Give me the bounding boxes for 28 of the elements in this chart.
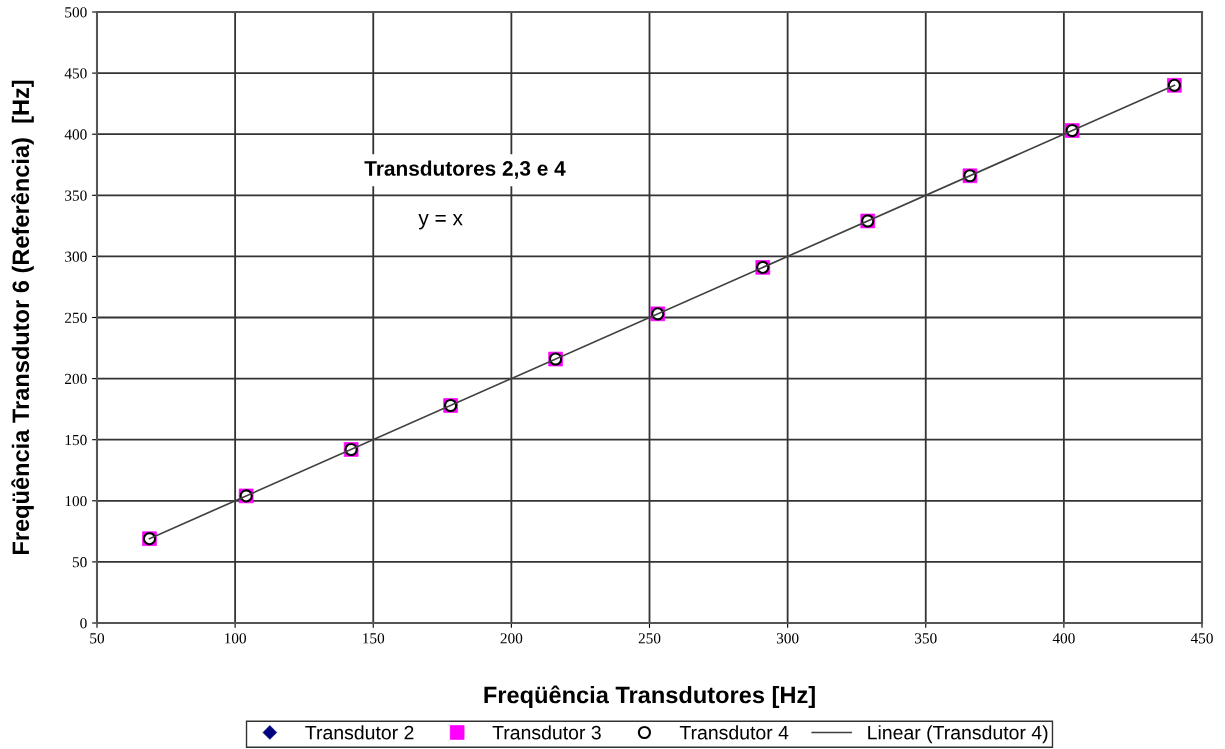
y-tick-label: 350: [65, 190, 87, 201]
x-tick-label: 100: [225, 633, 246, 644]
y-tick-label: 0: [80, 618, 87, 629]
legend-label: Transdutor 3: [492, 725, 601, 740]
x-tick-label: 350: [915, 633, 937, 644]
legend-label: Linear (Transdutor 4): [868, 725, 1048, 744]
y-tick-label: 200: [65, 373, 87, 385]
x-tick-label: 300: [776, 633, 799, 644]
y-tick-label: 250: [65, 312, 87, 323]
x-tick-label: 450: [1190, 633, 1213, 644]
y-tick-label: 150: [65, 434, 87, 446]
x-tick-label: 400: [1052, 633, 1075, 644]
x-axis-title: Freqüência Transdutores [Hz]: [484, 685, 815, 708]
legend-label: Transdutor 2: [305, 725, 414, 740]
x-tick-label: 200: [500, 633, 523, 644]
y-tick-label: 500: [65, 7, 87, 18]
x-tick-label: 50: [90, 633, 105, 644]
x-tick-label: 250: [638, 633, 661, 644]
y-axis-title: Freqüência Transdutor 6 (Referência) [Hz]: [11, 80, 34, 555]
y-tick-label: 100: [65, 495, 87, 507]
y-tick-label: 450: [64, 68, 87, 79]
x-tick-label: 150: [363, 633, 385, 644]
y-tick-label: 400: [64, 129, 87, 140]
annotation: y = x: [418, 214, 463, 230]
y-tick-label: 50: [72, 557, 87, 568]
annotation: Transdutores 2,3 e 4: [364, 160, 566, 179]
y-tick-label: 300: [65, 251, 87, 262]
legend-label: Transdutor 4: [679, 725, 789, 740]
